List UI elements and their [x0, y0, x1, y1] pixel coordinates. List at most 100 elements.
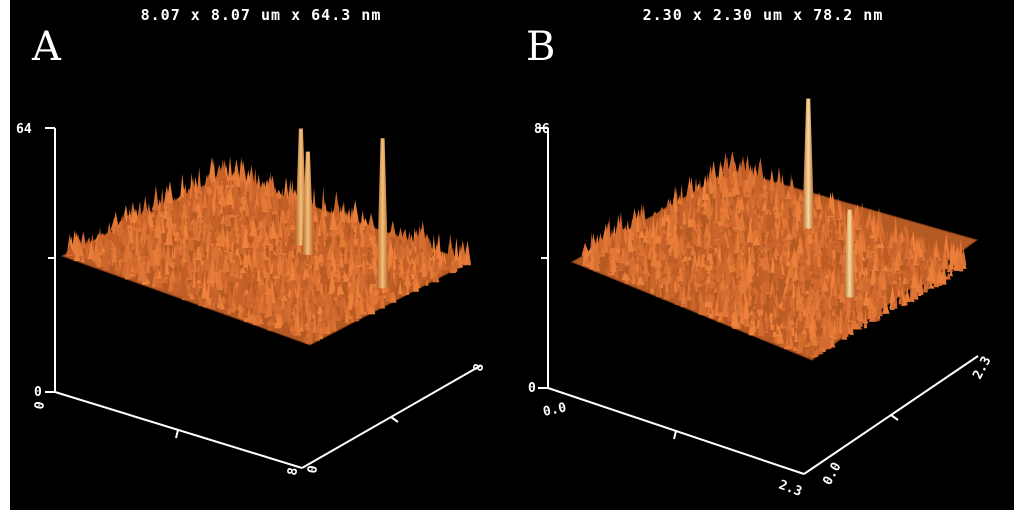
b-roughness-spike — [785, 231, 793, 240]
a-roughness-spike — [248, 183, 253, 201]
a-roughness-spike — [177, 228, 184, 239]
a-roughness-spike — [432, 235, 436, 253]
b-roughness-spike — [757, 313, 765, 336]
b-roughness-spike — [769, 207, 777, 222]
a-roughness-spike — [202, 188, 208, 208]
a-roughness-spike — [235, 262, 240, 278]
b-roughness-spike — [754, 201, 759, 220]
a-roughness-spike — [313, 237, 320, 263]
b-roughness-spike — [849, 301, 855, 311]
b-roughness-spike — [873, 313, 880, 322]
b-roughness-spike — [816, 191, 823, 210]
b-roughness-spike — [813, 347, 821, 354]
a-roughness-spike — [338, 294, 345, 308]
a-roughness-spike — [440, 264, 445, 269]
panel-b-letter: B — [526, 24, 556, 70]
b-roughness-spike — [778, 221, 783, 244]
b-roughness-spike — [690, 243, 696, 256]
a-roughness-spike — [331, 225, 336, 250]
panel-b-z-tick-min: 0 — [528, 381, 536, 396]
a-roughness-spike — [209, 251, 216, 277]
b-roughness-spike — [900, 287, 904, 296]
b-roughness-spike — [665, 264, 672, 284]
b-roughness-spike — [661, 227, 666, 235]
b-roughness-spike — [756, 258, 762, 269]
a-roughness-spike — [323, 297, 328, 321]
b-roughness-spike — [768, 292, 777, 307]
b-roughness-spike — [844, 316, 849, 337]
b-roughness-spike — [772, 306, 777, 318]
b-roughness-spike — [706, 269, 711, 274]
b-roughness-spike — [910, 270, 918, 288]
b-roughness-spike — [801, 328, 807, 334]
a-roughness-spike — [328, 269, 336, 295]
b-roughness-spike — [642, 253, 649, 274]
b-roughness-spike — [605, 263, 613, 274]
a-roughness-spike — [226, 186, 234, 205]
a-roughness-spike — [418, 253, 422, 271]
b-roughness-spike — [701, 200, 709, 207]
a-roughness-spike — [243, 289, 250, 294]
a-roughness-spike — [130, 251, 139, 266]
b-roughness-spike — [795, 331, 804, 340]
b-roughness-spike — [755, 283, 763, 310]
b-roughness-spike — [814, 275, 819, 290]
a-roughness-spike — [250, 270, 258, 275]
a-roughness-spike — [146, 278, 151, 285]
a-roughness-spike — [174, 276, 182, 285]
b-roughness-spike — [813, 223, 820, 233]
a-roughness-spike — [269, 284, 273, 307]
a-roughness-spike — [389, 220, 397, 238]
a-roughness-spike — [130, 242, 137, 250]
b-roughness-spike — [627, 257, 636, 267]
b-roughness-spike — [759, 223, 768, 233]
panel-b-y-tick-min: 0.0 — [820, 460, 844, 488]
a-roughness-spike — [271, 315, 278, 323]
b-roughness-spike — [925, 276, 931, 281]
b-roughness-spike — [753, 216, 759, 231]
b-roughness-spike — [842, 215, 847, 238]
panel-a-axes — [45, 127, 481, 469]
a-roughness-spike — [72, 231, 81, 254]
b-roughness-spike — [740, 272, 745, 294]
b-roughness-spike — [782, 316, 786, 327]
a-roughness-spike — [225, 282, 230, 294]
b-roughness-spike — [698, 230, 705, 255]
b-roughness-spike — [737, 195, 745, 211]
a-roughness-spike — [117, 233, 124, 242]
b-roughness-spike — [652, 211, 657, 216]
a-roughness-spike — [206, 183, 213, 194]
a-roughness-spike — [287, 204, 295, 225]
b-roughness-spike — [693, 177, 699, 203]
a-roughness-spike — [289, 243, 295, 259]
b-roughness-spike — [802, 296, 807, 305]
a-roughness-spike — [253, 257, 259, 268]
a-roughness-spike — [175, 236, 181, 254]
b-roughness-spike — [734, 292, 739, 302]
b-roughness-spike — [699, 252, 706, 268]
b-roughness-spike — [856, 310, 864, 319]
a-roughness-spike — [289, 324, 293, 332]
a-roughness-spike — [410, 255, 415, 265]
a-roughness-spike — [252, 296, 259, 316]
b-roughness-spike — [664, 199, 672, 215]
a-roughness-spike — [220, 234, 225, 247]
a-roughness-spike — [319, 212, 324, 232]
b-roughness-spike — [705, 193, 713, 216]
a-roughness-spike — [285, 276, 293, 283]
a-roughness-spike — [173, 205, 177, 222]
b-roughness-spike — [685, 250, 690, 266]
a-roughness-spike — [254, 235, 259, 243]
b-roughness-spike — [636, 273, 645, 286]
a-roughness-spike — [188, 292, 196, 300]
a-roughness-spike — [204, 204, 210, 225]
b-roughness-spike — [670, 222, 679, 245]
b-roughness-spike — [902, 232, 906, 254]
b-roughness-spike — [782, 233, 788, 253]
b-roughness-spike — [638, 245, 646, 257]
b-roughness-spike — [725, 156, 730, 178]
b-roughness-spike — [720, 282, 727, 303]
a-roughness-spike — [228, 245, 232, 252]
b-roughness-spike — [789, 303, 797, 317]
a-roughness-spike — [224, 293, 229, 315]
